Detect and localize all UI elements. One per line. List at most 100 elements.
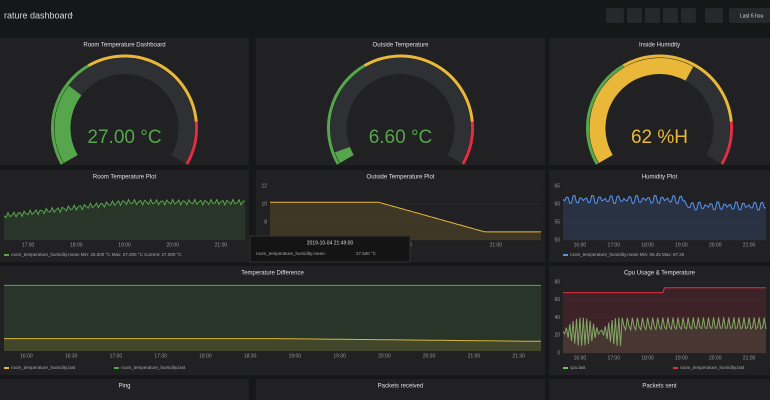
series-line xyxy=(562,317,767,346)
x-tick-label: 17:00 xyxy=(607,355,620,361)
series-line xyxy=(563,287,766,294)
legend-item: room_temperature_humidity.last xyxy=(121,365,186,370)
y-tick-label: 10 xyxy=(261,201,267,207)
tooltip-box xyxy=(249,235,411,263)
x-tick-label: 19:00 xyxy=(118,242,131,248)
x-tick-label: 21:00 xyxy=(490,242,503,248)
y-tick-label: 50 xyxy=(554,237,560,243)
gauge-fill xyxy=(54,85,82,163)
series-area xyxy=(270,202,541,240)
threshold-green xyxy=(327,64,366,165)
x-tick-label: 21:00 xyxy=(743,355,756,361)
panel xyxy=(0,266,545,375)
threshold-green xyxy=(51,64,90,165)
x-tick-label: 16:30 xyxy=(65,353,78,359)
series-line xyxy=(562,194,766,211)
x-tick-label: 21:00 xyxy=(743,242,756,248)
y-tick-label: 8 xyxy=(264,219,267,225)
threshold-red xyxy=(185,121,198,165)
gauge-fill xyxy=(589,58,694,163)
panel-title: Outside Temperature Plot xyxy=(367,175,435,181)
star-button[interactable] xyxy=(627,8,642,23)
series-area xyxy=(4,285,541,351)
x-tick-label: 19:00 xyxy=(289,353,302,359)
y-tick-label: 0 xyxy=(557,350,560,356)
tooltip-time: 2019-10-04 21:49:00 xyxy=(307,240,354,246)
save-button[interactable] xyxy=(663,8,678,23)
gauge-value: 27.00 °C xyxy=(87,127,161,148)
x-tick-label: 21:30 xyxy=(512,353,525,359)
x-tick-label: 20:00 xyxy=(709,242,722,248)
tooltip-series: room_temperature_humidity.mean: xyxy=(256,251,326,256)
y-tick-label: 12 xyxy=(261,183,267,189)
x-tick-label: 18:00 xyxy=(641,355,654,361)
threshold-yellow xyxy=(87,54,198,122)
x-tick-label: 19:00 xyxy=(675,242,688,248)
panel-title: Temperature Difference xyxy=(241,271,304,277)
x-tick-label: 20:30 xyxy=(423,353,436,359)
tooltip-value: 27.500 °C xyxy=(356,251,377,256)
x-tick-label: 18:00 xyxy=(641,242,654,248)
threshold-green xyxy=(586,64,625,165)
time-range[interactable]: Last 6 hou xyxy=(740,13,764,19)
legend-item: room_temperature_humidity.mean Min: 55.2… xyxy=(570,252,685,257)
panel xyxy=(256,379,545,400)
threshold-red xyxy=(461,121,474,165)
x-tick-label: 19:30 xyxy=(333,353,346,359)
time-picker[interactable] xyxy=(729,8,770,23)
x-tick-label: 19:00 xyxy=(675,355,688,361)
series-line xyxy=(270,201,541,233)
y-tick-label: 60 xyxy=(554,297,560,303)
x-tick-label: 16:00 xyxy=(574,242,587,248)
legend-swatch xyxy=(563,367,568,369)
x-tick-label: 17:00 xyxy=(22,242,35,248)
share-button[interactable] xyxy=(645,8,660,23)
x-tick-label: 21:00 xyxy=(468,353,481,359)
y-tick-label: 40 xyxy=(554,315,560,321)
gauge-fill xyxy=(334,146,354,163)
legend-swatch xyxy=(563,254,568,256)
panel-title: Room Temperature Dashboard xyxy=(83,43,165,49)
gauge-value: 62 %H xyxy=(631,127,688,148)
tv-mode-button[interactable] xyxy=(705,8,723,23)
panel xyxy=(549,379,770,400)
series-line xyxy=(3,198,246,219)
panel xyxy=(0,170,249,262)
legend-item: room_temperature_humidity.mean Min: 26.0… xyxy=(11,252,182,257)
x-tick-label: 20:00 xyxy=(709,355,722,361)
y-tick-label: 55 xyxy=(554,219,560,225)
legend-item: room_temperature_humidity.last xyxy=(11,365,76,370)
x-tick-label: 17:30 xyxy=(154,353,167,359)
settings-button[interactable] xyxy=(681,8,696,23)
panel-title: Ping xyxy=(118,384,130,390)
series-area xyxy=(563,287,766,353)
panel-title: Room Temperature Plot xyxy=(93,175,157,181)
legend-swatch xyxy=(4,367,9,369)
x-tick-label: 16:00 xyxy=(20,353,33,359)
series-area xyxy=(563,195,766,240)
legend-item: cpu.last xyxy=(570,365,586,370)
y-tick-label: 80 xyxy=(554,279,560,285)
gauge-track xyxy=(330,58,471,163)
x-tick-label: 21:00 xyxy=(215,242,228,248)
panel-title: Humidity Plot xyxy=(642,175,678,181)
series-area xyxy=(4,338,541,351)
x-tick-label: 18:00 xyxy=(70,242,83,248)
tooltip: 2019-10-04 21:49:00 room_temperature_humi… xyxy=(249,235,411,263)
panel-title: Cpu Usage & Temperature xyxy=(624,271,696,277)
add-panel-button[interactable] xyxy=(606,8,624,23)
panel-title: Outside Temperature xyxy=(373,43,430,49)
panel-title: Packets received xyxy=(378,384,424,390)
threshold-red xyxy=(720,121,733,165)
dashboard-title[interactable]: rature dashboard xyxy=(4,10,73,20)
threshold-yellow xyxy=(363,54,474,122)
legend-item: room_temperature_humidity.last xyxy=(680,365,745,370)
series-line xyxy=(4,338,541,342)
title-caret: ▾ xyxy=(70,14,73,20)
x-tick-label: 18:00 xyxy=(199,353,212,359)
series-area xyxy=(4,199,245,240)
panel-title: Packets sent xyxy=(642,384,677,390)
gauge-value: 6.60 °C xyxy=(369,127,433,148)
legend-swatch xyxy=(4,254,9,256)
